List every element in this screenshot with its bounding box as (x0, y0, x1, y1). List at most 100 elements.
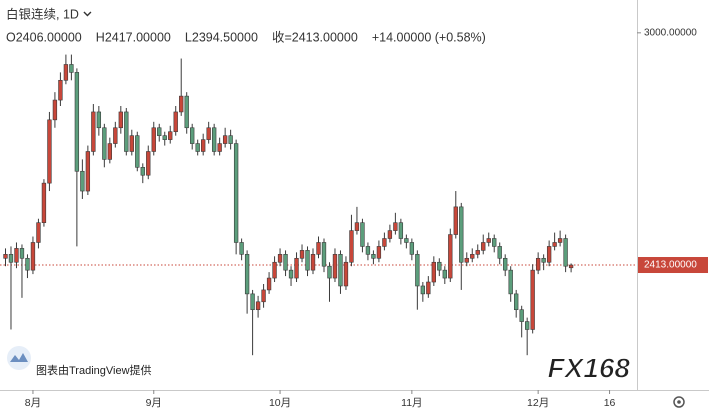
candle-body (481, 242, 486, 251)
candle-body (107, 143, 112, 160)
candle-body (321, 242, 327, 267)
candle-body (415, 254, 420, 287)
candle-body (343, 261, 349, 287)
settings-gear[interactable] (673, 396, 685, 408)
candle-body (486, 238, 491, 243)
candle-body (179, 95, 184, 113)
candle-body (140, 167, 145, 176)
candle-body (52, 99, 58, 121)
candle-body (8, 254, 14, 263)
candle-body (382, 238, 387, 247)
candle-body (459, 206, 464, 263)
candle-body (30, 242, 36, 271)
candle-body (525, 321, 530, 330)
symbol-menu-chevron[interactable] (83, 11, 92, 17)
candle-body (14, 248, 19, 263)
settings-icon[interactable] (673, 396, 685, 408)
candle-body (266, 277, 272, 291)
candle-body (475, 250, 480, 255)
candle-body (442, 269, 447, 279)
candle-body (255, 301, 261, 311)
candle-body (228, 135, 233, 144)
ohlc-legend-item: +14.00000 (+0.58%) (372, 30, 486, 44)
watermark-icon (7, 346, 31, 370)
candle-body (63, 64, 69, 81)
candle-body (195, 143, 200, 152)
candle-body (168, 131, 173, 140)
candle-body (305, 250, 310, 271)
candle-body (217, 143, 222, 152)
candle-body (393, 222, 398, 231)
candle-body (294, 257, 299, 279)
candle-body (25, 257, 30, 271)
logo: FX168 (548, 352, 631, 383)
candle-body (184, 95, 189, 129)
candle-body (47, 119, 52, 184)
x-tick-label: 8月 (25, 397, 41, 409)
candle-body (557, 238, 563, 243)
x-tick-label: 9月 (146, 397, 162, 409)
candle-body (470, 254, 475, 259)
ohlc-legend-item: H2417.00000 (96, 30, 171, 44)
candle-body (299, 250, 305, 259)
candle-body (398, 222, 404, 239)
candle-body (201, 139, 206, 152)
candle-body (327, 265, 332, 279)
candle-body (277, 254, 283, 263)
candle-body (129, 135, 134, 152)
candle-body (190, 127, 195, 144)
candle-body (80, 170, 85, 192)
ohlc-legend-item: O2406.00000 (6, 30, 82, 44)
candle-body (91, 111, 96, 152)
settings-gear-center[interactable] (677, 400, 681, 404)
x-tick-label: 10月 (269, 397, 291, 409)
candle-body (519, 309, 524, 322)
candle-body (354, 222, 360, 231)
candle-body (541, 257, 546, 263)
candle-body (387, 230, 393, 239)
last-price-box (638, 257, 708, 274)
candle-body (288, 269, 294, 279)
y-tick-label: 3000.00000 (644, 27, 697, 38)
candle-body (376, 246, 382, 259)
last-price-label: 2413.00000 (644, 260, 697, 271)
watermark: 图表由TradingView提供 (7, 346, 152, 377)
candle-body (41, 182, 47, 223)
candle-body (233, 143, 239, 243)
candle-body (124, 111, 129, 152)
candle-body (349, 230, 354, 263)
candle-body (96, 111, 102, 129)
ohlc-legend-item: L2394.50000 (185, 30, 258, 44)
x-tick-label: 12月 (527, 397, 549, 409)
candle-body (497, 246, 502, 259)
candle-body (157, 127, 162, 136)
plot (0, 54, 637, 356)
candle-body (492, 238, 497, 247)
candle-body (431, 261, 436, 283)
candle-body (420, 285, 426, 295)
candle-body (404, 238, 409, 243)
candle-body (85, 151, 91, 192)
symbol-title[interactable]: 白银连续, 1D (6, 6, 79, 21)
candle-body (118, 111, 123, 129)
candle-body (261, 289, 266, 303)
candle-body (58, 79, 63, 101)
watermark-icon-shape (10, 353, 28, 362)
candle-body (74, 72, 80, 172)
candle-body (239, 242, 244, 255)
candle-body (162, 135, 167, 140)
x-tick-label: 11月 (401, 397, 422, 409)
candle-body (530, 269, 535, 330)
candle-body (283, 254, 288, 271)
candle-body (503, 257, 508, 271)
candle-body (173, 111, 178, 133)
candle-body (244, 254, 250, 295)
candle-body (206, 127, 211, 140)
candle-body (310, 254, 316, 271)
candle-body (552, 242, 557, 247)
candle-body (3, 254, 8, 259)
candle-body (316, 242, 321, 255)
candle-body (365, 246, 371, 255)
candle-body (222, 135, 228, 144)
